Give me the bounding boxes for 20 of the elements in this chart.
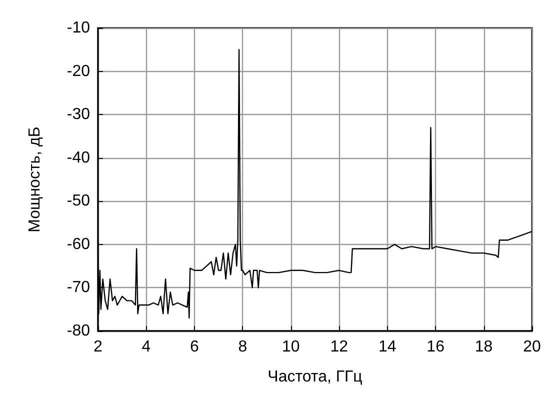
x-tick-label: 6 [190, 338, 199, 356]
x-tick-label: 16 [426, 338, 445, 356]
y-tick-label: -70 [66, 279, 90, 296]
y-tick-label: -80 [66, 322, 90, 340]
x-tick-label: 2 [94, 338, 103, 356]
y-tick-label: -10 [66, 20, 90, 36]
y-tick-label: -30 [66, 106, 90, 124]
x-tick-label: 20 [523, 338, 541, 356]
x-tick-label: 10 [282, 338, 300, 356]
x-tick-label: 14 [378, 338, 396, 356]
x-tick-label: 8 [238, 338, 248, 356]
y-tick-label: -60 [66, 236, 90, 253]
y-tick-label: -40 [66, 149, 90, 166]
y-tick-label: -50 [66, 192, 90, 210]
x-tick-label: 4 [142, 338, 151, 356]
x-axis-title: Частота, ГГц [268, 368, 362, 386]
x-tick-label: 12 [330, 338, 348, 356]
y-tick-label: -20 [66, 62, 90, 80]
x-tick-label: 18 [474, 338, 493, 356]
y-axis-title: Мощность, дБ [26, 126, 44, 232]
